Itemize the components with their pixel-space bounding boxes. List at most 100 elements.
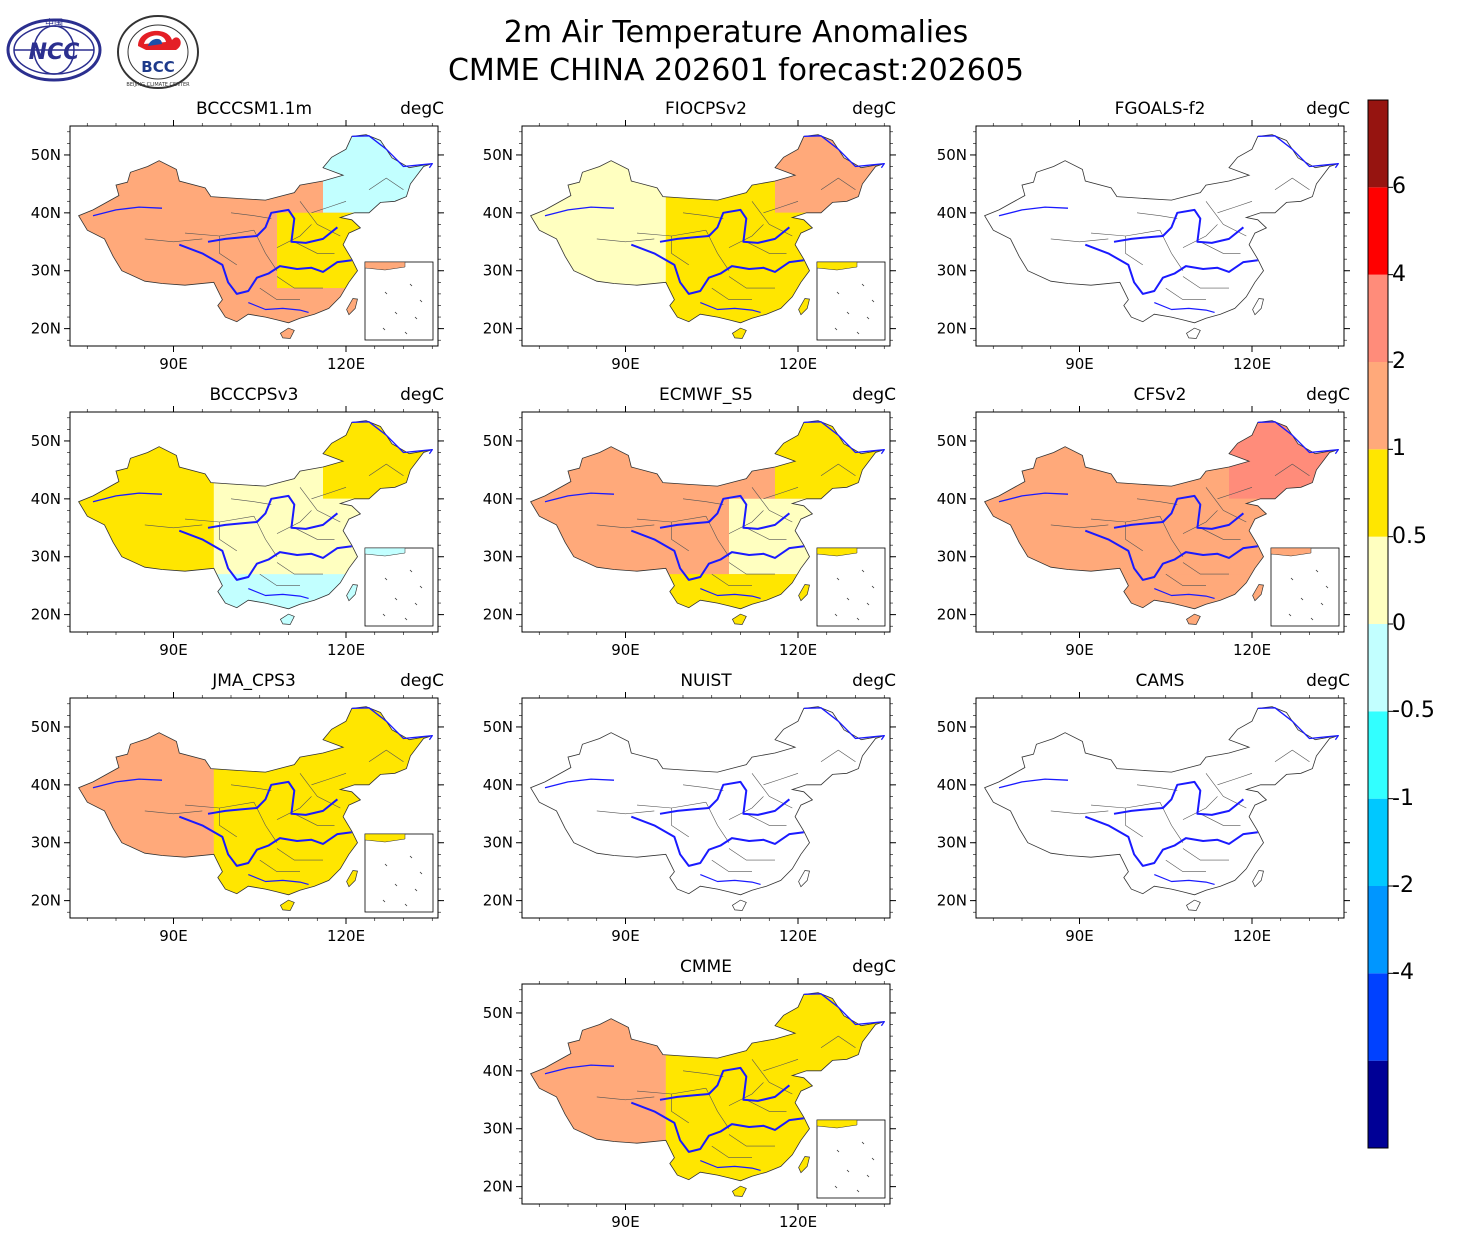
south-china-sea-inset	[816, 1119, 886, 1199]
colorbar-segment	[1368, 798, 1388, 886]
lat-label: 40N	[937, 490, 967, 508]
fill-hainan	[732, 614, 747, 625]
province-boundary	[1217, 201, 1253, 214]
inset-coast	[816, 547, 858, 557]
province-boundary	[820, 1035, 856, 1048]
province-boundary	[820, 463, 856, 476]
panel-model-name: NUIST	[680, 671, 732, 691]
province-boundary	[1050, 524, 1109, 529]
inset-island	[414, 888, 418, 892]
inset-island	[394, 883, 398, 887]
province-boundary	[1274, 463, 1310, 476]
lon-label: 120E	[779, 641, 817, 659]
colorbar-segment	[1368, 624, 1388, 712]
panel-unit: degC	[852, 385, 896, 405]
province-boundary	[596, 238, 655, 243]
yellow-river	[1113, 208, 1245, 244]
inset-island	[866, 316, 870, 320]
yellow-river	[1113, 780, 1245, 816]
lon-label: 90E	[611, 641, 640, 659]
pearl-river	[700, 302, 761, 313]
province-boundary	[219, 808, 237, 838]
panel-model-name: JMA_CPS3	[211, 671, 296, 691]
tarim-river	[544, 206, 615, 217]
lon-label: 90E	[611, 355, 640, 373]
fill-taiwan	[346, 870, 358, 887]
south-china-sea-inset	[816, 547, 886, 627]
map-panel-bcccsm1-1m: 20N 30N 40N 50N 90E 120E BCCCSM1.1m degC	[31, 99, 444, 373]
map-panel-bcccpsv3: 20N 30N 40N 50N 90E 120E BCCCPSv3 degC	[31, 385, 444, 659]
province-boundary	[728, 510, 764, 534]
svg-text:BEIJING CLIMATE CENTER: BEIJING CLIMATE CENTER	[126, 82, 190, 88]
province-boundary	[144, 810, 203, 815]
province-boundary	[259, 573, 300, 586]
colorbar-segment	[1368, 187, 1388, 275]
panel-unit: degC	[400, 385, 444, 405]
inset-island	[856, 331, 860, 335]
lat-label: 30N	[31, 262, 61, 280]
svg-text:BCC: BCC	[141, 58, 174, 76]
inset-island	[1288, 613, 1292, 617]
inset-island	[394, 311, 398, 315]
taiwan-outline	[798, 298, 810, 316]
yangtze-river	[178, 815, 352, 867]
province-boundary	[728, 562, 775, 575]
map-panel-cfsv2: 20N 30N 40N 50N 90E 120E CFSv2 degC	[937, 385, 1350, 659]
yellow-river	[207, 780, 339, 816]
tarim-river	[544, 1064, 615, 1075]
fill-taiwan	[1252, 584, 1264, 601]
yangtze-river	[178, 243, 352, 295]
province-boundary	[682, 784, 724, 791]
province-boundary	[728, 276, 775, 289]
lat-label: 30N	[31, 548, 61, 566]
lon-label: 120E	[1233, 641, 1271, 659]
hainan-outline	[731, 327, 747, 339]
province-boundary	[1274, 749, 1310, 762]
province-boundary	[276, 796, 312, 820]
province-boundary	[820, 177, 856, 190]
figure-title: 2m Air Temperature Anomalies	[503, 15, 969, 50]
yellow-river	[659, 780, 791, 816]
province-boundary	[253, 802, 278, 843]
fill-hainan	[280, 900, 295, 911]
amur-river	[1257, 707, 1339, 741]
inset-island	[1320, 602, 1324, 606]
province-boundary	[711, 287, 752, 300]
colorbar-label: 2	[1392, 349, 1406, 374]
lon-label: 90E	[159, 641, 188, 659]
map-panel-cams: 20N 30N 40N 50N 90E 120E CAMS degC	[937, 671, 1350, 945]
inset-island	[414, 316, 418, 320]
south-china-sea-inset	[364, 833, 434, 913]
province-boundary	[1159, 516, 1184, 557]
lat-label: 50N	[31, 718, 61, 736]
colorbar-label: -2	[1392, 873, 1414, 898]
country-outline	[984, 134, 1339, 324]
colorbar-segment	[1368, 362, 1388, 450]
province-boundary	[746, 527, 787, 540]
province-boundary	[276, 562, 323, 575]
fill-taiwan	[798, 1156, 810, 1173]
pearl-river	[1154, 588, 1215, 599]
hainan-outline	[731, 899, 747, 911]
province-boundary	[1136, 784, 1178, 791]
taiwan-outline	[346, 870, 358, 888]
inset-island	[394, 597, 398, 601]
province-boundary	[311, 773, 347, 786]
colorbar-label: -4	[1392, 960, 1414, 986]
lat-label: 50N	[937, 146, 967, 164]
lat-label: 40N	[31, 204, 61, 222]
province-boundary	[705, 1088, 730, 1129]
lon-label: 90E	[611, 1213, 640, 1231]
province-boundary	[711, 573, 752, 586]
province-boundary	[671, 522, 689, 552]
lat-label: 50N	[31, 432, 61, 450]
inset-island	[846, 597, 850, 601]
lat-label: 50N	[483, 1004, 513, 1022]
lon-label: 120E	[327, 355, 365, 373]
province-boundary	[230, 784, 272, 791]
inset-island	[409, 283, 413, 287]
panel-unit: degC	[1306, 99, 1350, 119]
province-boundary	[746, 813, 787, 826]
panel-unit: degC	[1306, 385, 1350, 405]
province-boundary	[1200, 813, 1241, 826]
